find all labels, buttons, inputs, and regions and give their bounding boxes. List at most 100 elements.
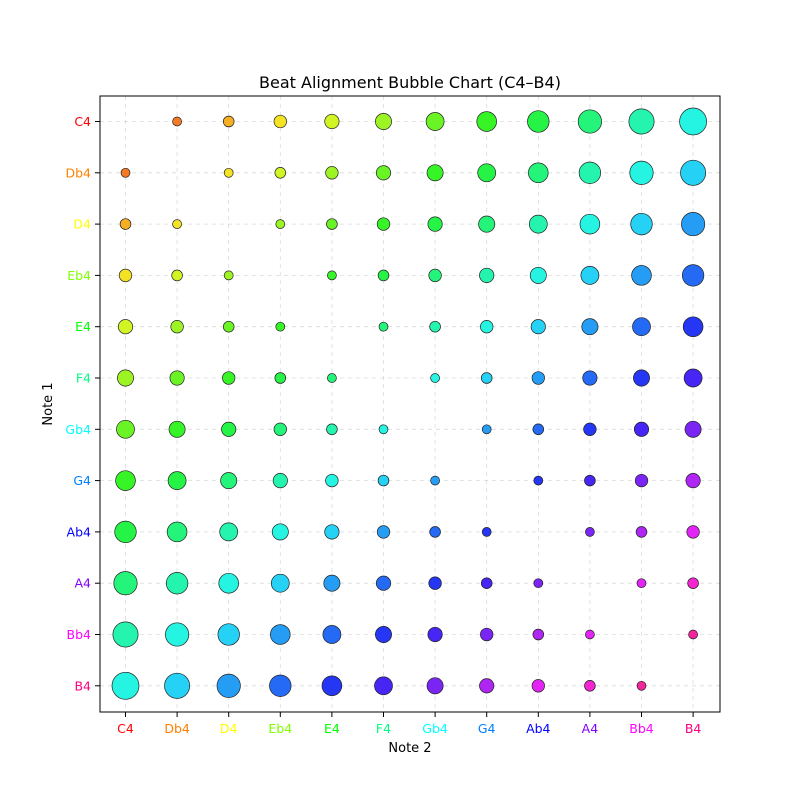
- bubble-D4-B4: [681, 212, 706, 237]
- bubble-A4-E4: [323, 574, 341, 592]
- y-tick-label: A4: [74, 576, 91, 591]
- bubble-A4-Ab4: [533, 578, 544, 589]
- x-tick-label: Gb4: [422, 721, 448, 736]
- bubble-A4-Db4: [165, 572, 189, 595]
- bubble-C4-E4: [324, 113, 340, 130]
- x-tick-label: Db4: [164, 721, 190, 736]
- bubble-F4-G4: [480, 372, 493, 384]
- bubble-Ab4-Eb4: [271, 523, 289, 541]
- bubble-C4-A4: [577, 109, 602, 134]
- bubble-E4-G4: [480, 320, 494, 334]
- bubble-Eb4-Bb4: [631, 265, 652, 286]
- bubble-Db4-Gb4: [426, 164, 444, 182]
- bubble-Bb4-A4: [585, 629, 595, 640]
- bubble-Gb4-B4: [684, 420, 702, 438]
- bubble-C4-Gb4: [425, 112, 445, 131]
- bubble-B4-Eb4: [269, 674, 292, 697]
- bubble-F4-Db4: [169, 370, 185, 386]
- y-tick-label: Ab4: [67, 524, 91, 539]
- x-tick-label: C4: [117, 721, 134, 736]
- bubble-Bb4-F4: [375, 626, 392, 643]
- grid-lines: [100, 96, 720, 712]
- bubble-D4-Db4: [172, 219, 182, 229]
- bubble-Eb4-Gb4: [428, 268, 442, 283]
- y-tick-label: C4: [74, 114, 91, 129]
- y-tick-label: G4: [73, 473, 91, 488]
- bubble-Bb4-E4: [322, 625, 342, 644]
- bubble-B4-A4: [584, 680, 596, 692]
- bubble-B4-E4: [321, 675, 343, 697]
- bubble-G4-F4: [377, 474, 390, 487]
- bubble-Gb4-Ab4: [532, 423, 545, 436]
- bubble-E4-Ab4: [530, 319, 546, 335]
- bubble-F4-Eb4: [274, 372, 287, 384]
- bubble-G4-Db4: [167, 471, 187, 490]
- bubble-E4-D4: [222, 320, 235, 333]
- bubble-Eb4-Ab4: [529, 266, 547, 284]
- bubble-G4-Ab4: [533, 475, 544, 486]
- x-tick-label: D4: [220, 721, 238, 736]
- bubble-Db4-D4: [223, 167, 234, 178]
- y-tick-label: F4: [76, 371, 91, 386]
- bubble-Db4-F4: [375, 165, 392, 181]
- bubble-D4-A4: [579, 213, 601, 235]
- bubble-E4-B4: [682, 316, 704, 337]
- bubble-Db4-A4: [578, 161, 602, 184]
- bubble-Ab4-A4: [585, 527, 595, 537]
- bubble-A4-G4: [480, 577, 493, 589]
- bubble-Ab4-F4: [376, 525, 391, 539]
- bubble-Ab4-Db4: [166, 521, 188, 543]
- bubble-F4-C4: [117, 369, 134, 387]
- bubble-F4-Gb4: [430, 373, 440, 383]
- bubble-G4-A4: [584, 474, 596, 487]
- y-tick-label: Bb4: [67, 627, 92, 642]
- bubble-D4-F4: [376, 217, 391, 231]
- bubble-Eb4-C4: [118, 268, 133, 283]
- bubble-Ab4-C4: [114, 520, 137, 544]
- x-tick-label: G4: [478, 721, 496, 736]
- bubble-Db4-C4: [120, 167, 131, 178]
- bubble-Gb4-F4: [378, 424, 389, 435]
- bubble-D4-Eb4: [275, 219, 286, 229]
- bubble-B4-F4: [374, 676, 393, 696]
- bubble-A4-Gb4: [428, 576, 442, 590]
- bubble-Gb4-Bb4: [633, 421, 650, 437]
- bubble-F4-B4: [683, 368, 703, 388]
- bubble-B4-C4: [111, 671, 140, 700]
- bubble-A4-Eb4: [270, 573, 290, 593]
- bubble-Db4-B4: [680, 159, 707, 186]
- bubble-C4-B4: [679, 107, 707, 136]
- bubble-F4-D4: [222, 371, 236, 385]
- x-tick-label: B4: [685, 721, 702, 736]
- bubble-Gb4-C4: [116, 419, 135, 439]
- y-tick-label: Eb4: [67, 268, 91, 283]
- bubble-G4-D4: [220, 472, 238, 490]
- y-tick-label: E4: [75, 319, 91, 334]
- bubble-C4-F4: [375, 113, 392, 130]
- bubble-A4-C4: [113, 571, 138, 596]
- x-tick-label: A4: [582, 721, 599, 736]
- bubble-Eb4-B4: [681, 264, 705, 287]
- bubble-E4-Bb4: [632, 317, 651, 337]
- bubble-Eb4-G4: [479, 267, 495, 283]
- bubble-B4-Bb4: [636, 680, 647, 691]
- bubble-G4-B4: [685, 473, 701, 489]
- bubble-Eb4-D4: [223, 270, 234, 281]
- bubble-F4-A4: [582, 370, 598, 386]
- bubble-C4-Ab4: [527, 110, 550, 133]
- bubble-E4-C4: [117, 319, 134, 335]
- bubble-Db4-G4: [477, 163, 497, 183]
- bubble-Gb4-E4: [326, 423, 338, 436]
- bubble-Eb4-A4: [580, 266, 600, 285]
- bubble-D4-G4: [478, 215, 496, 233]
- bubble-Bb4-Eb4: [270, 624, 291, 645]
- bubble-Eb4-Db4: [171, 269, 183, 282]
- bubble-A4-F4: [375, 575, 392, 591]
- bubble-Ab4-G4: [481, 527, 492, 537]
- bubble-Db4-E4: [325, 166, 339, 180]
- bubble-Db4-Eb4: [274, 167, 287, 179]
- bubble-Bb4-D4: [217, 623, 240, 646]
- bubble-C4-D4: [222, 115, 235, 128]
- axis-ticks: C4 C4 Db4 Db4 D4 D4 Eb4 Eb4 E4 E4 F4 F4 Gb4 Gb4 G4 G4 Ab…: [65, 114, 701, 736]
- chart-title: Beat Alignment Bubble Chart (C4–B4): [259, 73, 561, 92]
